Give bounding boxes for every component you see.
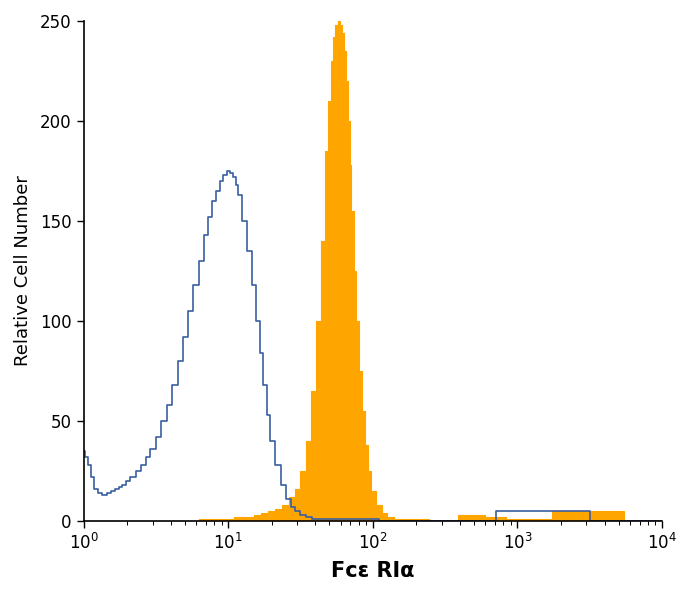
X-axis label: Fcε RIα: Fcε RIα: [331, 561, 415, 581]
Y-axis label: Relative Cell Number: Relative Cell Number: [14, 176, 32, 367]
